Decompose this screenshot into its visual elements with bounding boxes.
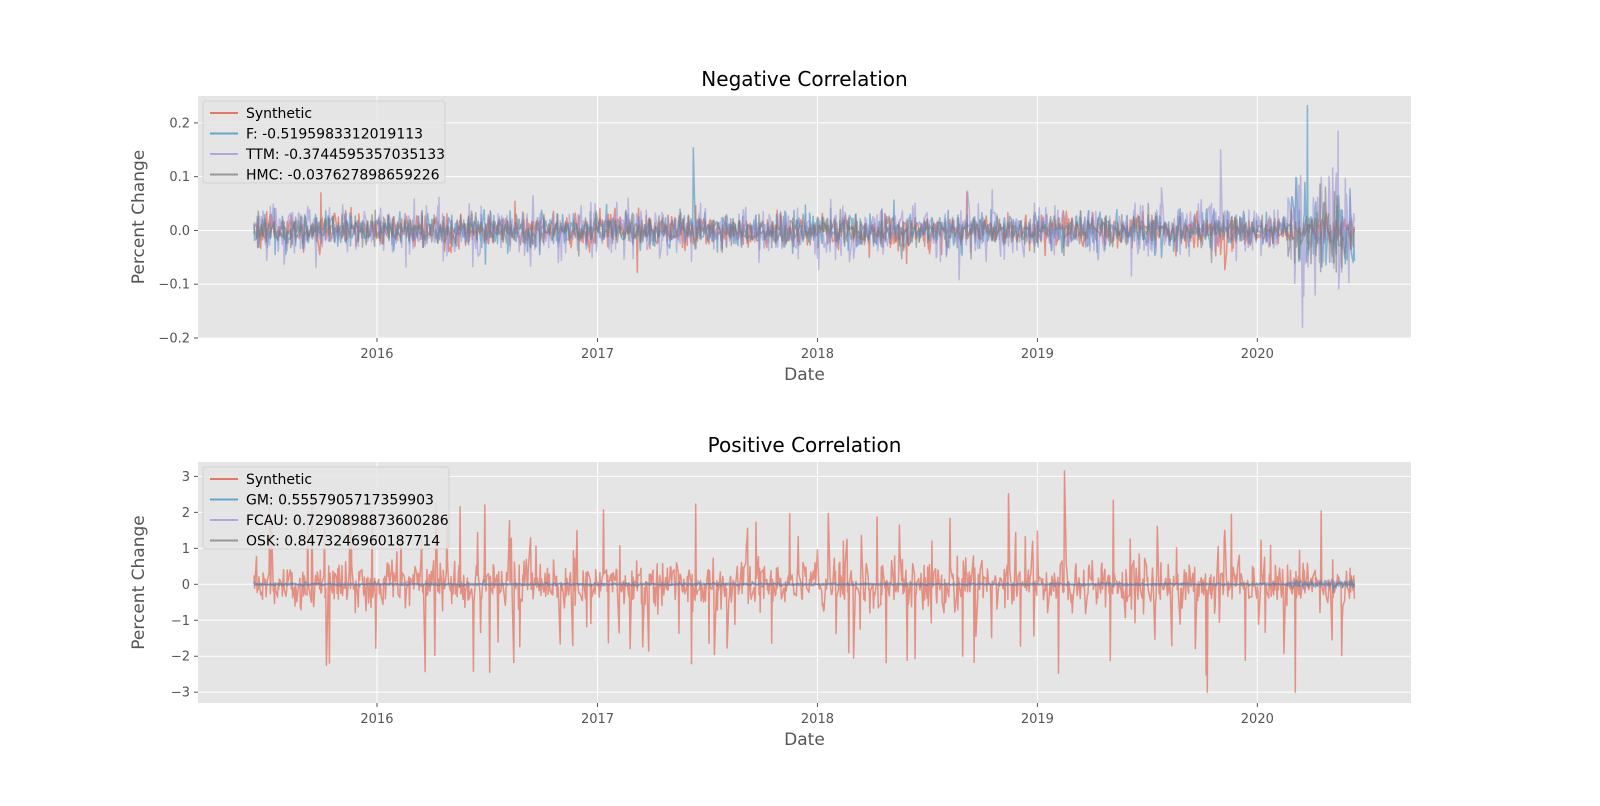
- legend-frame: [202, 466, 450, 550]
- legend-entry: OSK: 0.8473246960187714: [246, 534, 440, 550]
- chart-title: Negative Correlation: [701, 67, 907, 91]
- y-axis-label: Percent Change: [129, 150, 149, 284]
- y-tick-label: 3: [182, 470, 190, 485]
- y-tick-label: 2: [182, 506, 190, 521]
- x-tick-label: 2017: [581, 347, 614, 362]
- x-axis-label: Date: [784, 365, 825, 385]
- x-tick-label: 2020: [1241, 347, 1274, 362]
- legend-entry: GM: 0.5557905717359903: [246, 493, 434, 509]
- negative-correlation-panel: −0.2 −0.1 0.0 0.1 0.2 2016 2017 2018 2019 2020 Neg…: [129, 67, 1411, 385]
- legend-entry: Synthetic: [246, 106, 312, 122]
- series-line-osk: [253, 577, 1356, 590]
- x-tick-label: 2018: [801, 712, 834, 727]
- y-tick-label: −0.2: [158, 332, 190, 347]
- x-tick-label: 2016: [360, 712, 393, 727]
- y-tick-label: −1: [171, 614, 190, 629]
- legend: Synthetic GM: 0.5557905717359903 FCAU: 0.7…: [202, 466, 450, 550]
- series-group: [253, 470, 1356, 693]
- y-axis-label: Percent Change: [129, 515, 149, 649]
- legend-frame: [202, 100, 446, 184]
- x-tick-label: 2019: [1021, 347, 1054, 362]
- x-axis-label: Date: [784, 730, 825, 750]
- series-group: [253, 104, 1356, 328]
- legend-entry: FCAU: 0.7290898873600286: [246, 513, 449, 529]
- legend: Synthetic F: -0.5195983312019113 TTM: -0.3…: [202, 100, 446, 184]
- y-tick-label: 0.1: [169, 170, 190, 185]
- y-tick-label: −3: [171, 686, 190, 701]
- chart-title: Positive Correlation: [708, 433, 902, 457]
- legend-entry: HMC: -0.037627898659226: [246, 168, 440, 184]
- y-tick-label: 0.0: [169, 224, 190, 239]
- positive-correlation-panel: −3 −2 −1 0 1 2 3 2016 2017 2018 2019 2020 Positive C…: [129, 433, 1411, 750]
- x-tick-label: 2016: [360, 347, 393, 362]
- y-tick-label: 0.2: [169, 116, 190, 131]
- series-line-synthetic: [253, 470, 1356, 693]
- legend-entry: F: -0.5195983312019113: [246, 127, 423, 143]
- legend-entry: Synthetic: [246, 472, 312, 488]
- series-line-hmc: [253, 183, 1356, 273]
- x-tick-label: 2019: [1021, 712, 1054, 727]
- x-tick-label: 2018: [801, 347, 834, 362]
- x-tick-label: 2020: [1241, 712, 1274, 727]
- y-tick-label: −2: [171, 650, 190, 665]
- y-tick-label: 0: [182, 578, 190, 593]
- y-tick-label: 1: [182, 542, 190, 557]
- y-tick-label: −0.1: [158, 278, 190, 293]
- x-tick-label: 2017: [581, 712, 614, 727]
- legend-entry: TTM: -0.3744595357035133: [245, 147, 445, 163]
